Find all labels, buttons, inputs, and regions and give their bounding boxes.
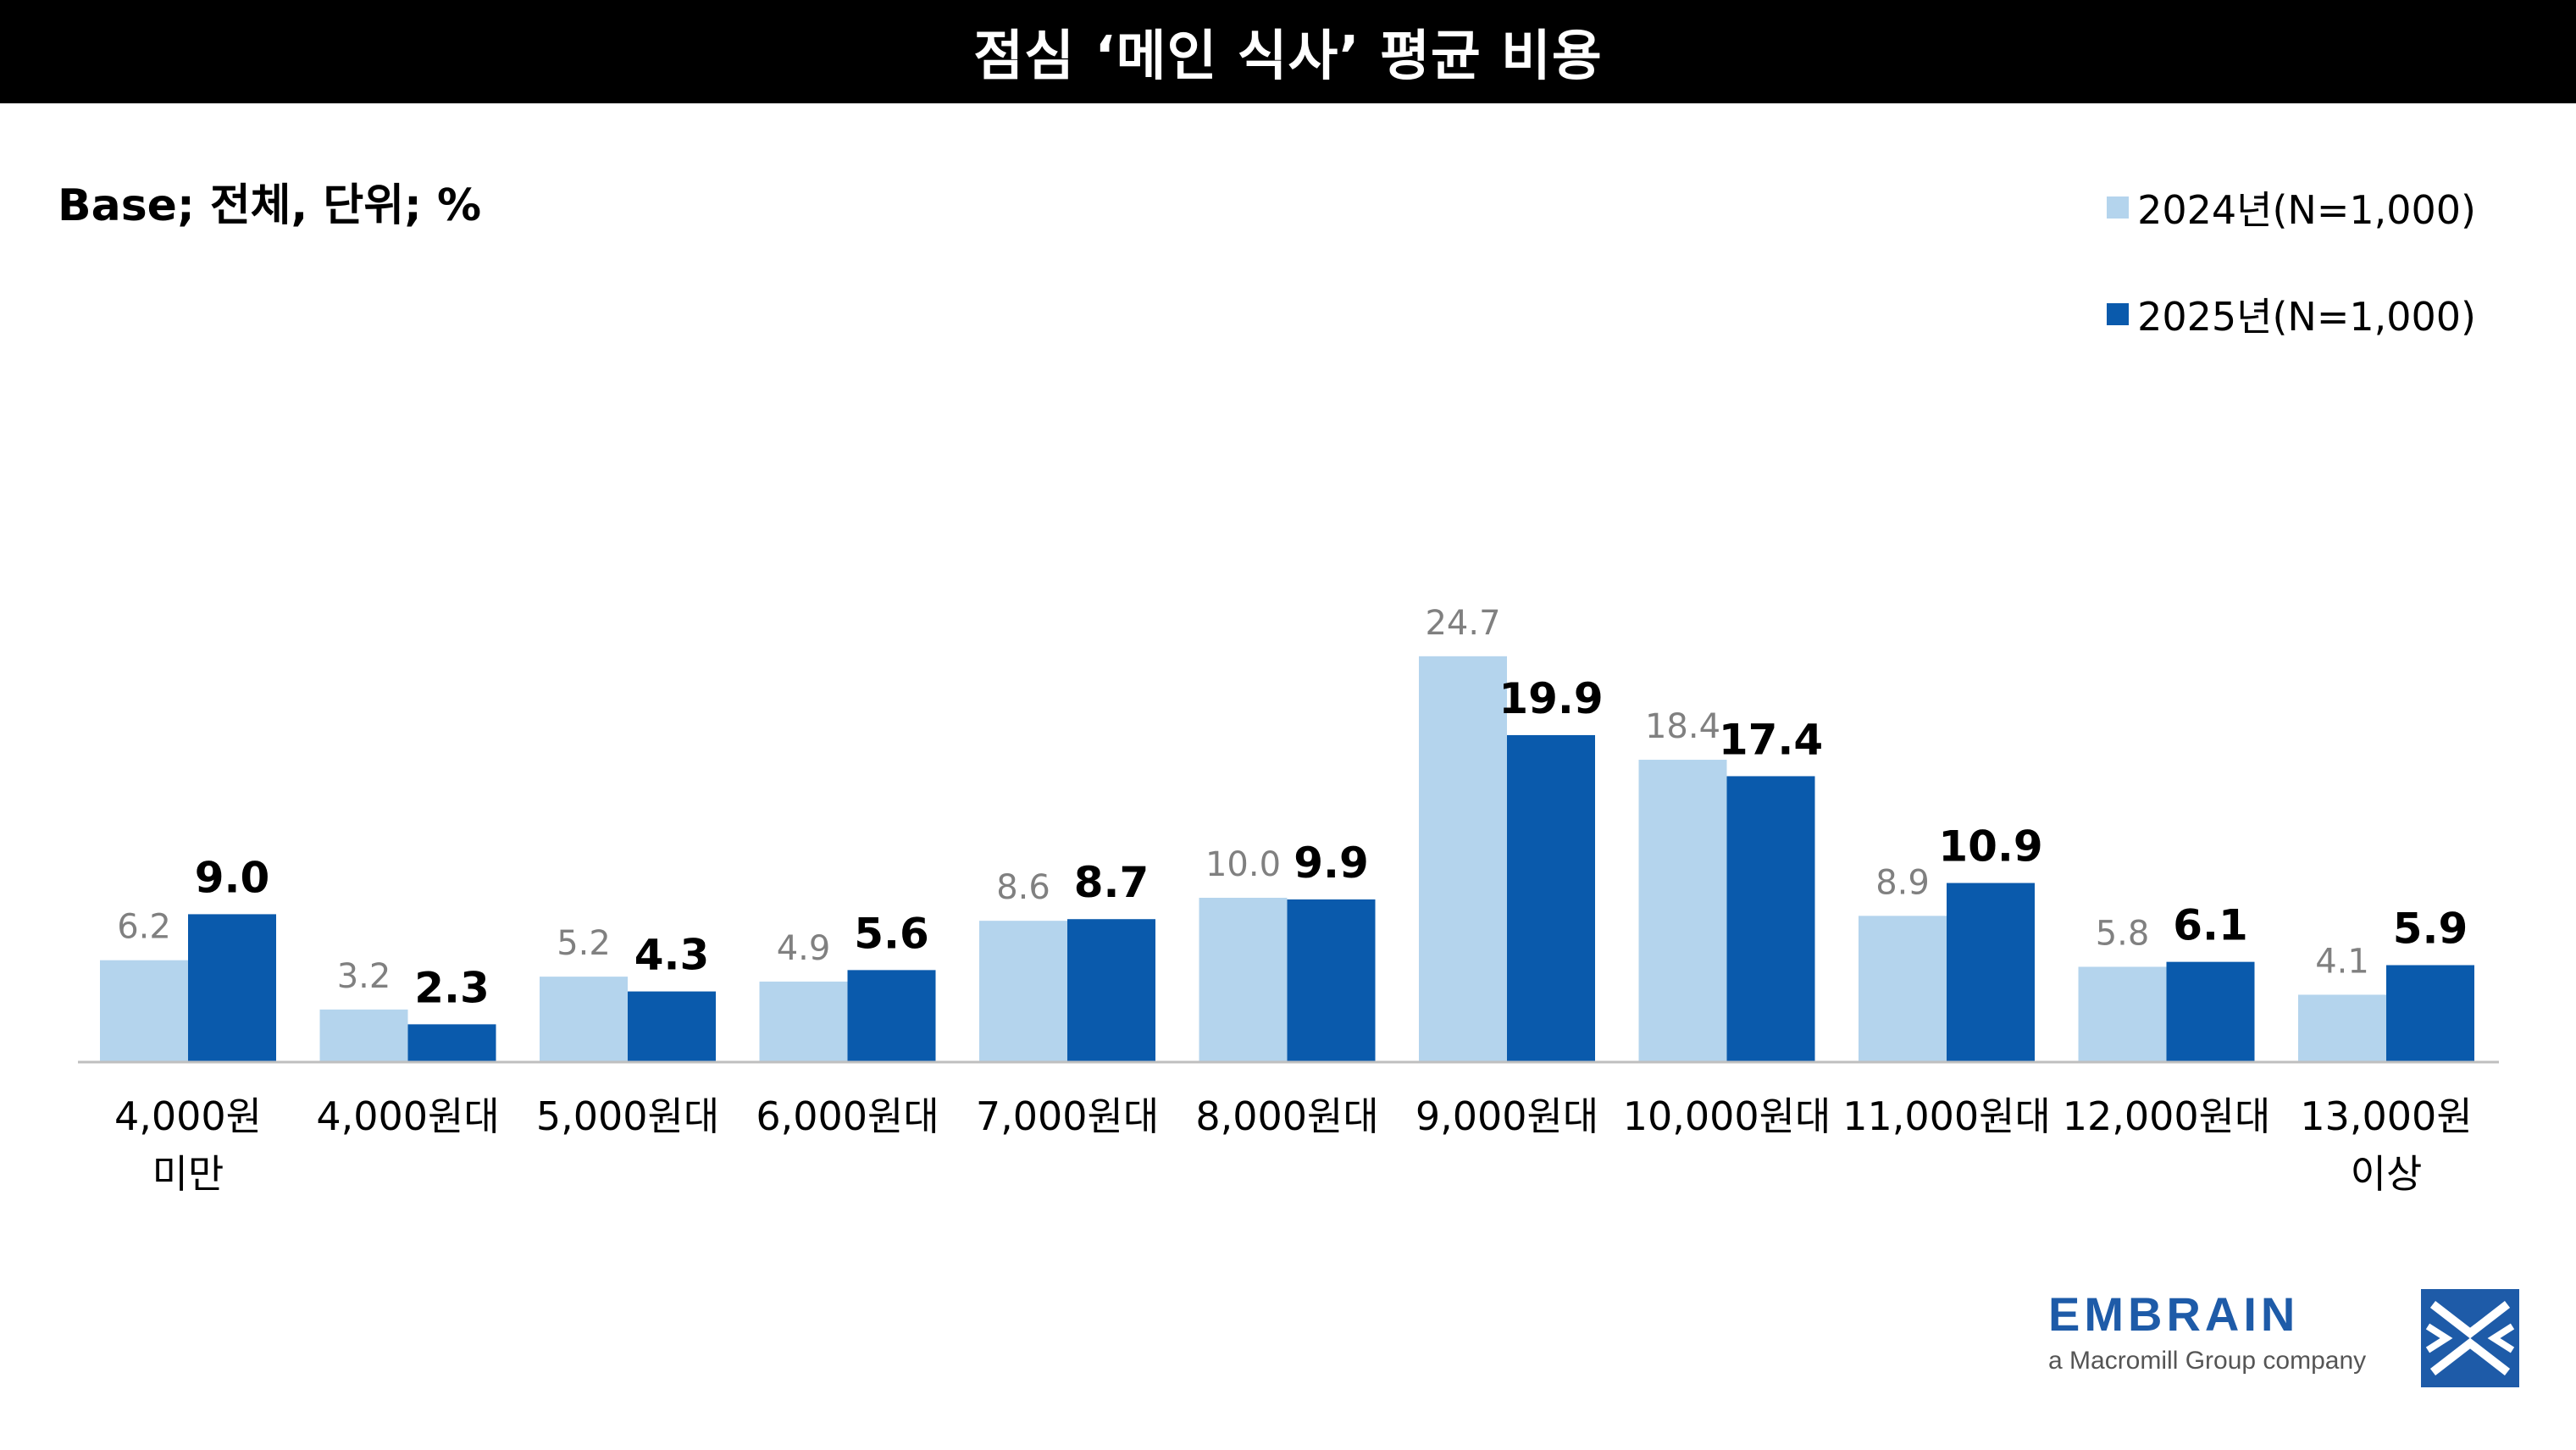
x-tick-label: 12,000원대 <box>2063 1093 2271 1139</box>
bar-2025 <box>188 914 276 1062</box>
data-label-2025: 17.4 <box>1719 715 1823 764</box>
x-tick-label: 이상 <box>2351 1151 2423 1197</box>
bar-2024 <box>100 960 188 1062</box>
bar-2024 <box>759 981 848 1062</box>
base-note: Base; 전체, 단위; % <box>58 180 482 231</box>
bar-2024 <box>1199 898 1288 1062</box>
x-tick-label: 13,000원 <box>2300 1093 2472 1139</box>
x-tick-label: 7,000원대 <box>976 1093 1159 1139</box>
data-label-2024: 8.9 <box>1875 863 1930 902</box>
bar-2024 <box>2298 994 2386 1062</box>
legend-label-2025: 2025년(N=1,000) <box>2137 294 2476 340</box>
data-label-2024: 3.2 <box>337 957 391 996</box>
x-tick-label: 미만 <box>152 1151 224 1197</box>
bar-2024 <box>1859 916 1947 1062</box>
title-bar: 점심 ‘메인 식사’ 평균 비용 <box>0 0 2576 103</box>
x-tick-label: 9,000원대 <box>1415 1093 1598 1139</box>
bar-2025 <box>847 970 936 1062</box>
bar-2024 <box>1419 656 1507 1062</box>
data-label-2024: 5.2 <box>557 924 611 963</box>
bar-2024 <box>1638 760 1727 1062</box>
legend-label-2024: 2024년(N=1,000) <box>2137 187 2476 233</box>
bar-2024 <box>540 977 628 1062</box>
page-title: 점심 ‘메인 식사’ 평균 비용 <box>973 25 1603 88</box>
bar-2024 <box>319 1009 408 1062</box>
data-label-2024: 18.4 <box>1645 707 1720 746</box>
data-label-2024: 4.9 <box>777 929 831 968</box>
data-label-2025: 5.9 <box>2393 905 2468 954</box>
bar-2024 <box>979 921 1067 1062</box>
x-tick-label: 6,000원대 <box>756 1093 939 1139</box>
data-label-2025: 8.7 <box>1074 858 1150 907</box>
data-label-2024: 5.8 <box>2096 914 2150 953</box>
bar-2025 <box>2166 961 2255 1062</box>
data-label-2025: 19.9 <box>1499 674 1603 723</box>
legend-item-2025: 2025년(N=1,000) <box>2107 286 2476 342</box>
x-tick-label: 10,000원대 <box>1623 1093 1831 1139</box>
bar-2025 <box>407 1024 496 1062</box>
x-tick-label: 11,000원대 <box>1842 1093 2051 1139</box>
legend-swatch-2024 <box>2107 196 2130 219</box>
data-label-2024: 4.1 <box>2315 942 2369 981</box>
data-label-2025: 4.3 <box>634 931 710 980</box>
legend-swatch-2025 <box>2107 303 2130 325</box>
data-label-2024: 10.0 <box>1205 845 1281 884</box>
brand-name: EMBRAIN <box>2048 1287 2300 1341</box>
brand-block: EMBRAIN a Macromill Group company <box>2048 1291 2366 1375</box>
bar-2025 <box>1287 899 1376 1062</box>
embrain-logo-icon <box>2421 1289 2519 1387</box>
brand-tagline: a Macromill Group company <box>2048 1347 2367 1375</box>
bar-2025 <box>1947 883 2035 1062</box>
data-label-2025: 10.9 <box>1938 822 2042 872</box>
data-label-2025: 5.6 <box>854 909 929 958</box>
bar-2025 <box>1726 776 1815 1062</box>
data-label-2024: 6.2 <box>117 908 171 947</box>
data-label-2025: 9.9 <box>1294 838 1369 888</box>
data-label-2025: 2.3 <box>414 963 490 1012</box>
legend-item-2024: 2024년(N=1,000) <box>2107 180 2476 235</box>
bar-2025 <box>1507 734 1595 1062</box>
data-label-2025: 9.0 <box>195 853 270 902</box>
x-tick-label: 5,000원대 <box>536 1093 719 1139</box>
data-label-2024: 8.6 <box>996 868 1050 907</box>
x-tick-label: 4,000원대 <box>316 1093 499 1139</box>
x-tick-label: 4,000원 <box>114 1093 262 1139</box>
bar-2025 <box>1067 919 1155 1062</box>
bar-2024 <box>2078 966 2167 1062</box>
data-label-2025: 6.1 <box>2173 901 2248 950</box>
x-tick-label: 8,000원대 <box>1195 1093 1378 1139</box>
bar-2025 <box>2386 965 2474 1062</box>
data-label-2024: 24.7 <box>1425 604 1500 643</box>
bar-2025 <box>628 991 716 1062</box>
